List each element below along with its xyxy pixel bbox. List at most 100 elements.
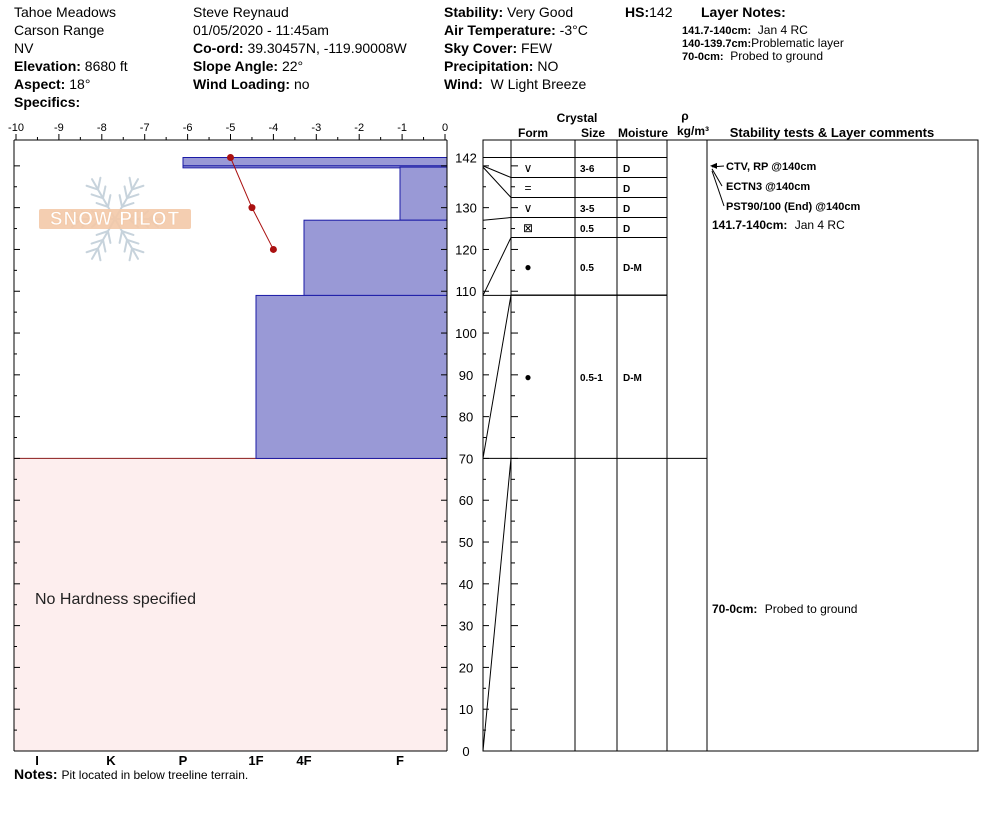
layer-note-2: 140-139.7cm:Problematic layer	[682, 37, 844, 51]
hardness-tick-label: P	[179, 753, 188, 768]
layer-note-1: 141.7-140cm: Jan 4 RC	[682, 24, 808, 38]
temp-point	[269, 245, 277, 253]
hardness-layer	[255, 294, 448, 459]
state: NV	[14, 40, 34, 56]
sky-cover: Sky Cover: FEW	[444, 39, 552, 57]
snowflake-branch	[123, 185, 128, 200]
stability-tests: CTV, RP @140cm ECTN3 @140cm PST90/100 (E…	[726, 161, 860, 213]
depth-tick-label: 130	[455, 201, 477, 216]
layer-row: ● 0.5-1 D-M	[524, 370, 642, 384]
snowflake-branch	[123, 238, 128, 253]
layer-comment: 141.7-140cm: Jan 4 RC	[712, 218, 845, 232]
temp-tick-label: -10	[8, 122, 24, 134]
layer-connector	[482, 237, 512, 296]
layer-row: = D	[524, 181, 630, 195]
snowflake-branch	[97, 247, 102, 262]
specifics-label: Specifics:	[14, 94, 81, 110]
snowflake-branch	[97, 176, 102, 191]
layer-connector	[482, 165, 512, 178]
depth-tick-label: 20	[459, 660, 473, 675]
depth-tick-label: 110	[456, 284, 477, 299]
moisture: D	[623, 184, 630, 195]
comments-header: Stability tests & Layer comments	[730, 125, 934, 140]
hardness-tick-label: K	[106, 753, 116, 768]
snowflake-branch	[131, 184, 145, 191]
airtemp-value: -3°C	[559, 22, 588, 38]
stability-arrow-line	[711, 168, 723, 187]
depth-tick-label: 10	[459, 702, 473, 717]
coord-value: 39.30457N, -119.90008W	[247, 40, 407, 56]
grain-form-icon: ∨	[524, 201, 533, 215]
hardness-layer	[182, 157, 448, 167]
moisture: D	[623, 164, 630, 175]
coord-label: Co-ord:	[193, 40, 244, 56]
layer-connector	[482, 217, 512, 221]
layer-row: ∨ 3-5 D	[524, 201, 631, 215]
depth-tick-label: 50	[459, 535, 473, 550]
windload-value: no	[293, 76, 310, 92]
layer-note-text: Problematic layer	[751, 36, 844, 50]
wind: Wind: W Light Breeze	[444, 75, 586, 93]
moisture: D	[623, 204, 630, 215]
grain-form-icon: ⊠	[523, 221, 533, 235]
temp-tick-label: -7	[140, 122, 150, 134]
snowflake-branch	[121, 202, 135, 208]
air-temperature: Air Temperature: -3°C	[444, 21, 588, 39]
mountain-range: Carson Range	[14, 22, 105, 38]
airtemp-label: Air Temperature:	[444, 22, 556, 38]
grain-form-icon: ∨	[524, 161, 533, 175]
elevation: Elevation: 8680 ft	[14, 57, 128, 75]
slope-angle: Slope Angle: 22°	[193, 57, 303, 75]
temp-tick-label: -2	[354, 122, 364, 134]
depth-tick-label: 0	[462, 744, 469, 759]
no-hardness-text: No Hardness specified	[35, 591, 196, 608]
snowflake-branch	[118, 194, 123, 208]
layer-note-range: 70-0cm:	[682, 51, 724, 63]
snowflake-branch	[121, 230, 135, 236]
snowflake-branch	[102, 185, 107, 200]
stability: Stability: Very Good	[444, 3, 573, 21]
elevation-label: Elevation:	[14, 58, 81, 74]
snowpilot-logo: SNOW PILOT	[39, 176, 191, 262]
layer-rows: ∨ 3-6 D= D∨ 3-5 D⊠ 0.5 D● 0.5 D-M● 0.5-1 D-M	[482, 157, 707, 752]
grain-form-icon: =	[524, 181, 531, 195]
temperature-profile	[227, 154, 277, 253]
grain-size: 3-6	[580, 164, 595, 175]
temp-tick-label: -8	[97, 122, 107, 134]
observer-name: Steve Reynaud	[193, 4, 289, 20]
form-header: Form	[518, 126, 548, 140]
slope-value: 22°	[281, 58, 304, 74]
stability-test-arrows	[710, 162, 725, 207]
snowflake-branch	[90, 193, 104, 200]
layer-notes-title: Layer Notes:	[701, 4, 786, 20]
wind-label: Wind:	[444, 76, 483, 92]
temp-tick-label: -9	[54, 122, 64, 134]
stability-arrow-line	[711, 170, 725, 207]
layer-row: ● 0.5 D-M	[524, 260, 642, 274]
snowflake-branch	[126, 238, 140, 245]
notes: Notes: Pit located in below treeline ter…	[14, 766, 248, 782]
depth-tick-label: 100	[455, 326, 477, 341]
grain-form-icon: ●	[524, 370, 531, 384]
snowflake-branch	[107, 230, 112, 244]
depth-tick-label: 40	[459, 577, 473, 592]
snowflake-branch	[85, 247, 99, 254]
hardness-layer	[303, 219, 448, 296]
left-depth-ticks	[14, 165, 447, 752]
layer-note-range: 140-139.7cm:	[682, 38, 752, 50]
depth-tick-label: 120	[455, 242, 477, 257]
moisture: D-M	[623, 263, 642, 274]
observation-datetime: 01/05/2020 - 11:45am	[193, 22, 329, 38]
sky-label: Sky Cover:	[444, 40, 518, 56]
precip-label: Precipitation:	[444, 58, 534, 74]
windload-label: Wind Loading:	[193, 76, 291, 92]
temp-tick-label: 0	[442, 122, 448, 134]
notes-text: Pit located in below treeline terrain.	[61, 768, 249, 782]
layer-table-frame	[482, 139, 979, 752]
hardness-layers	[14, 157, 448, 459]
snowflake-branch	[128, 176, 133, 191]
stability-test: CTV, RP @140cm	[726, 161, 816, 173]
moisture-header: Moisture	[618, 126, 668, 140]
hardness-tick-label: F	[396, 753, 404, 768]
